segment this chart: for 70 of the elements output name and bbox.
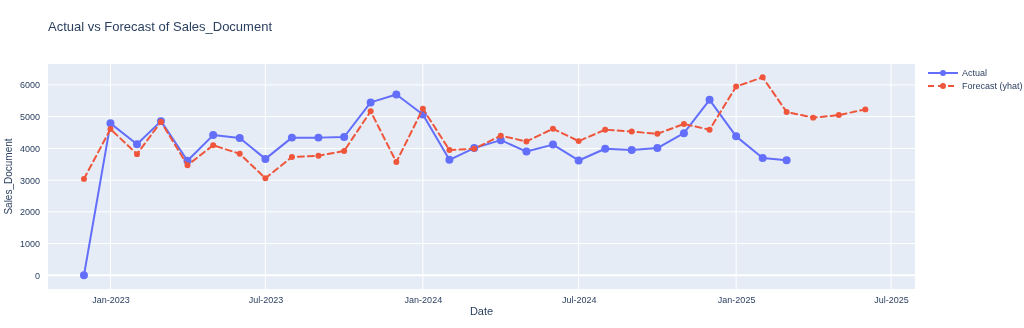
x-tick-label: Jan-2025 [717,295,756,306]
point [783,108,790,115]
point [133,140,141,149]
y-axis-title: Sales_Document [3,138,14,215]
chart-title: Actual vs Forecast of Sales_Document [48,19,273,34]
point [706,126,713,133]
point [574,156,583,165]
point [862,106,869,113]
point [393,159,400,166]
point [235,133,244,142]
point [782,156,791,165]
y-tick-label: 2000 [19,207,40,218]
x-tick-label: Jan-2023 [92,295,130,306]
point [106,119,115,128]
point [419,105,426,112]
point [367,108,374,115]
point [236,150,243,157]
point [523,138,530,145]
y-tick-label: 1000 [19,239,40,249]
point [628,128,635,135]
point [810,114,817,121]
point [340,133,349,141]
point [315,152,322,159]
point [654,130,661,137]
legend-label: Forecast (yhat) [962,81,1023,91]
point [653,144,662,153]
y-tick-label: 6000 [19,80,40,91]
point [522,147,531,156]
point [602,126,609,133]
point [314,133,323,142]
point [679,129,688,138]
point [392,90,401,99]
point [287,133,296,142]
point [107,126,114,133]
point [705,95,714,104]
point [446,147,453,153]
x-tick-label: Jul-2025 [874,295,909,306]
point [262,175,269,182]
x-tick-label: Jul-2024 [561,295,597,306]
point [134,151,140,158]
y-tick-label: 3000 [19,175,40,186]
x-tick-label: Jan-2024 [404,295,443,306]
y-tick-label: 0 [34,270,40,281]
point [627,146,636,154]
point [680,121,687,127]
point [497,132,504,139]
point [548,140,557,149]
x-axis-title: Date [469,305,494,317]
point [835,112,842,119]
point [80,175,87,182]
legend-label: Actual [962,68,988,78]
x-tick-label: Jul-2023 [248,295,284,306]
point [210,142,217,149]
point [575,138,582,145]
point [445,155,454,164]
point [209,131,218,140]
point [758,153,767,162]
y-tick-label: 5000 [19,112,40,123]
point [79,271,88,280]
point [184,162,191,169]
point [733,83,740,90]
point [549,125,556,132]
point [261,154,270,163]
point [366,98,375,107]
point [732,132,741,141]
point [759,74,766,81]
y-tick-label: 4000 [19,143,40,154]
point [288,154,295,160]
point [601,144,610,153]
point [341,147,348,154]
